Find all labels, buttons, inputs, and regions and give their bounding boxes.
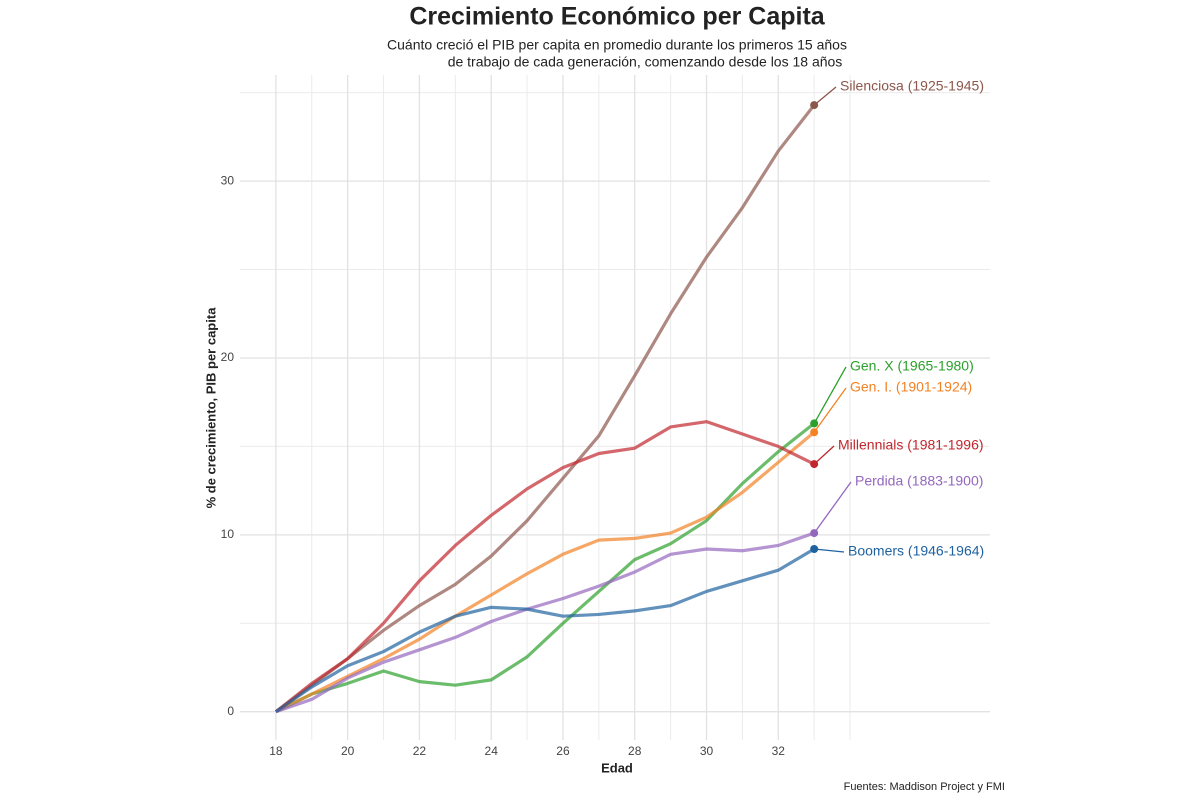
series-line <box>275 431 816 714</box>
chart-title: Crecimiento Económico per Capita <box>409 3 825 31</box>
y-tick-label: 20 <box>221 350 235 364</box>
series-label: Silenciosa (1925-1945) <box>840 78 984 94</box>
x-tick-label: 32 <box>772 744 786 758</box>
x-tick-label: 18 <box>269 744 283 758</box>
x-tick-label: 24 <box>485 744 499 758</box>
x-tick-label: 22 <box>413 744 427 758</box>
x-tick-label: 30 <box>700 744 714 758</box>
y-axis-label: % de crecimiento, PIB per capita <box>203 307 218 509</box>
label-leader <box>813 366 847 424</box>
end-point <box>810 419 819 428</box>
label-leader <box>813 86 837 106</box>
series-line <box>274 420 815 713</box>
x-tick-label: 26 <box>556 744 570 758</box>
series-line <box>275 531 815 714</box>
end-point <box>810 460 819 469</box>
label-leader <box>814 548 845 553</box>
series-label: Perdida (1883-1900) <box>855 473 983 489</box>
label-leader <box>813 445 835 465</box>
y-tick-label: 30 <box>221 173 235 187</box>
series-label: Millennials (1981-1996) <box>838 437 984 453</box>
x-tick-label: 20 <box>341 744 355 758</box>
series-label: Boomers (1946-1964) <box>848 543 984 559</box>
series-line <box>274 547 815 714</box>
label-leader <box>813 387 847 433</box>
series-line <box>274 104 816 713</box>
source-note: Fuentes: Maddison Project y FMI <box>844 781 1005 793</box>
label-leader <box>813 481 852 534</box>
x-tick-label: 28 <box>628 744 642 758</box>
series-line <box>275 422 816 714</box>
x-axis-label: Edad <box>601 760 633 775</box>
y-tick-label: 0 <box>227 704 234 718</box>
end-point <box>810 544 819 553</box>
chart-subtitle: Cuánto creció el PIB per capita en prome… <box>387 37 847 53</box>
y-tick-label: 10 <box>221 527 235 541</box>
end-point <box>810 529 819 538</box>
chart-subtitle: de trabajo de cada generación, comenzand… <box>448 54 843 70</box>
end-point <box>810 428 819 437</box>
series-label: Gen. I. (1901-1924) <box>850 379 972 395</box>
series-label: Gen. X (1965-1980) <box>850 358 974 374</box>
end-point <box>810 101 819 110</box>
